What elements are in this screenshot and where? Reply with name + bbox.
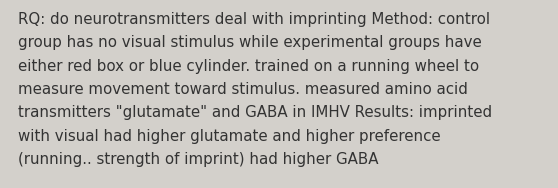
Text: (running.. strength of imprint) had higher GABA: (running.. strength of imprint) had high… [18,152,378,167]
Text: RQ: do neurotransmitters deal with imprinting Method: control: RQ: do neurotransmitters deal with impri… [18,12,490,27]
Text: either red box or blue cylinder. trained on a running wheel to: either red box or blue cylinder. trained… [18,59,479,74]
Text: group has no visual stimulus while experimental groups have: group has no visual stimulus while exper… [18,35,482,50]
Text: transmitters "glutamate" and GABA in IMHV Results: imprinted: transmitters "glutamate" and GABA in IMH… [18,105,492,120]
Text: with visual had higher glutamate and higher preference: with visual had higher glutamate and hig… [18,129,441,143]
Text: measure movement toward stimulus. measured amino acid: measure movement toward stimulus. measur… [18,82,468,97]
